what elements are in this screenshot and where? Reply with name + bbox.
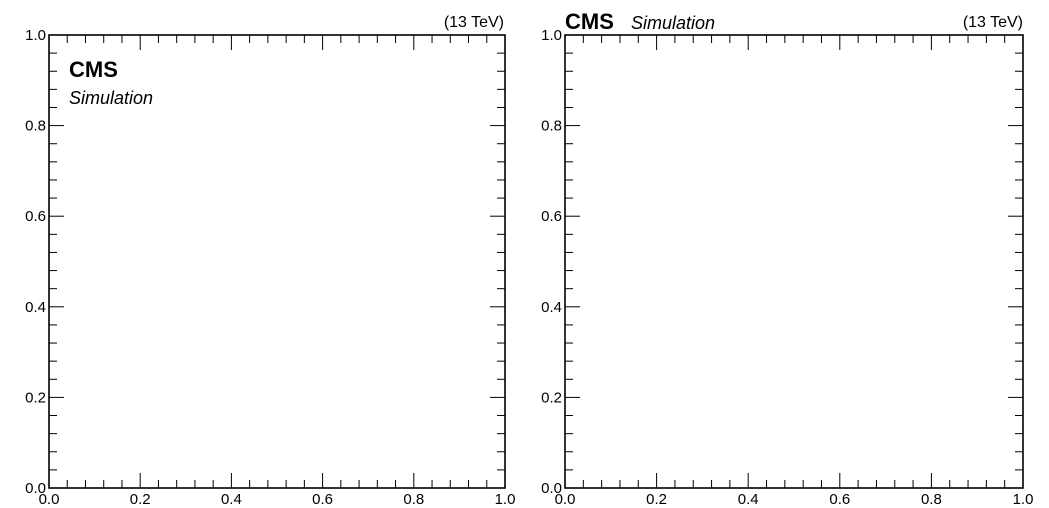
tick-marks: [48, 34, 506, 489]
energy-label: (13 TeV): [444, 14, 504, 31]
simulation-label: Simulation: [69, 88, 153, 108]
y-tick-label: 1.0: [541, 27, 562, 44]
x-tick-label: 0.4: [738, 491, 759, 508]
y-tick-label: 0.2: [25, 389, 46, 406]
x-tick-label: 1.0: [1013, 491, 1034, 508]
tick-marks: [564, 34, 1024, 489]
chart-panel-right: 0.0 0.2 0.4 0.6 0.8 1.0 0.0 0.2 0.4 0.6 0.8 1.0 CM…: [525, 0, 1049, 508]
x-tick-label: 0.0: [555, 491, 576, 508]
y-tick-label: 0.4: [25, 299, 46, 316]
chart-panel-left: 0.0 0.2 0.4 0.6 0.8 1.0 0.0 0.2 0.4 0.6 0.8 1.0 CM…: [25, 14, 516, 508]
x-tick-label: 0.0: [39, 491, 60, 508]
x-tick-label: 1.0: [495, 491, 516, 508]
y-tick-label: 0.8: [25, 118, 46, 135]
x-tick-label: 0.6: [829, 491, 850, 508]
x-tick-label: 0.8: [921, 491, 942, 508]
y-tick-label: 1.0: [25, 27, 46, 44]
cms-label: CMS: [565, 9, 614, 34]
y-tick-label: 0.2: [541, 389, 562, 406]
x-tick-label: 0.4: [221, 491, 242, 508]
plot-frame: [564, 34, 1024, 489]
y-tick-label: 0.8: [541, 118, 562, 135]
x-tick-label: 0.6: [312, 491, 333, 508]
y-tick-labels: 0.0 0.2 0.4 0.6 0.8 1.0: [25, 27, 46, 497]
x-tick-label: 0.2: [646, 491, 667, 508]
cms-label: CMS: [69, 57, 118, 82]
y-tick-label: 0.0: [541, 480, 562, 497]
energy-label: (13 TeV): [963, 14, 1023, 31]
x-tick-labels: 0.0 0.2 0.4 0.6 0.8 1.0: [39, 491, 516, 508]
y-tick-label: 0.6: [25, 208, 46, 225]
y-tick-label: 0.0: [25, 480, 46, 497]
simulation-label: Simulation: [631, 13, 715, 33]
y-tick-labels: 0.0 0.2 0.4 0.6 0.8 1.0: [541, 27, 562, 497]
y-tick-label: 0.4: [541, 299, 562, 316]
chart-right: 0.0 0.2 0.4 0.6 0.8 1.0 0.0 0.2 0.4 0.6 0.8 1.0 CM…: [541, 9, 1034, 508]
x-tick-label: 0.2: [130, 491, 151, 508]
chart-left: 0.0 0.2 0.4 0.6 0.8 1.0 0.0 0.2 0.4 0.6 0.8 1.0 CM…: [25, 14, 516, 508]
x-tick-label: 0.8: [403, 491, 424, 508]
y-tick-label: 0.6: [541, 208, 562, 225]
x-tick-labels: 0.0 0.2 0.4 0.6 0.8 1.0: [555, 491, 1034, 508]
plot-frame: [48, 34, 506, 489]
